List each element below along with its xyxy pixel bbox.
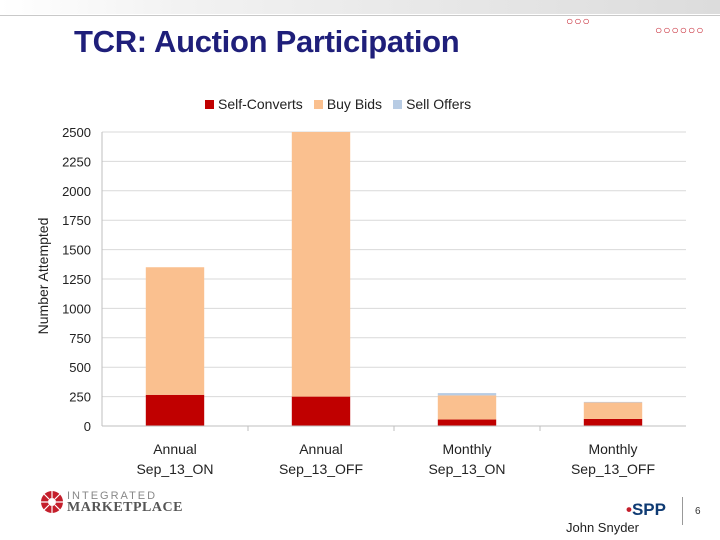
legend-item: Self-Converts [205, 96, 303, 112]
spp-logo: •SPP [626, 500, 666, 520]
y-tick-label: 250 [69, 390, 91, 405]
bar-segment [145, 267, 205, 395]
decorative-dots-icon: ○○○ [566, 14, 591, 28]
sunburst-logo-icon [41, 491, 63, 513]
legend-swatch [393, 99, 403, 109]
x-tick-label: Sep_13_ON [136, 461, 213, 477]
logo-text-bottom: MARKETPLACE [67, 500, 183, 515]
presenter-name: John Snyder [566, 520, 639, 535]
bar-segment [437, 419, 497, 426]
x-tick-label: Sep_13_OFF [279, 461, 363, 477]
x-tick-label: Monthly [442, 441, 491, 457]
bar-segment [583, 418, 643, 426]
y-tick-label: 500 [69, 360, 91, 375]
bar-segment [291, 396, 351, 426]
bar-segment [583, 402, 643, 419]
legend-label: Self-Converts [218, 96, 303, 112]
x-tick-label: Monthly [588, 441, 637, 457]
slide-title: TCR: Auction Participation [74, 24, 460, 59]
y-tick-label: 1500 [62, 243, 91, 258]
y-tick-label: 2500 [62, 125, 91, 140]
legend-item: Buy Bids [313, 96, 383, 112]
bar-segment [291, 132, 351, 397]
header-rule [0, 15, 720, 16]
spp-logo-text: SPP [631, 500, 666, 519]
x-tick-label: Sep_13_ON [428, 461, 505, 477]
bar-segment [437, 393, 497, 396]
y-tick-label: 750 [69, 331, 91, 346]
decorative-dots-icon: ○○○○○○ [655, 23, 705, 37]
logo-text-top: INTEGRATED [67, 490, 158, 502]
page-number: 6 [695, 506, 701, 517]
legend-item: Sell Offers [393, 96, 471, 112]
axes: 0 250 500 750 1000 1250 1500 1750 2000 2250 2500 An… [62, 125, 686, 477]
chart-legend: Self-Converts Buy Bids Sell Offers [205, 95, 482, 113]
y-tick-label: 1250 [62, 272, 91, 287]
y-tick-label: 1750 [62, 213, 91, 228]
header-band [0, 0, 720, 14]
integrated-marketplace-logo: INTEGRATED MARKETPLACE [40, 490, 190, 520]
x-tick-label: Annual [153, 441, 197, 457]
x-tick-label: Annual [299, 441, 343, 457]
legend-label: Sell Offers [406, 96, 472, 112]
legend-swatch [205, 99, 214, 109]
footer-divider [682, 497, 683, 525]
bars [145, 132, 643, 426]
legend-label: Buy Bids [326, 96, 383, 112]
y-tick-label: 2000 [62, 184, 91, 199]
y-tick-label: 2250 [62, 154, 91, 169]
legend-swatch [313, 99, 323, 109]
bar-segment [437, 395, 497, 420]
y-axis-label: Number Attempted [35, 218, 51, 335]
spp-dot-icon: • [626, 500, 632, 519]
y-tick-label: 1000 [62, 301, 91, 316]
x-tick-label: Sep_13_OFF [571, 461, 655, 477]
y-tick-label: 0 [84, 419, 91, 434]
bar-segment [145, 394, 205, 426]
bar-segment [583, 401, 643, 403]
